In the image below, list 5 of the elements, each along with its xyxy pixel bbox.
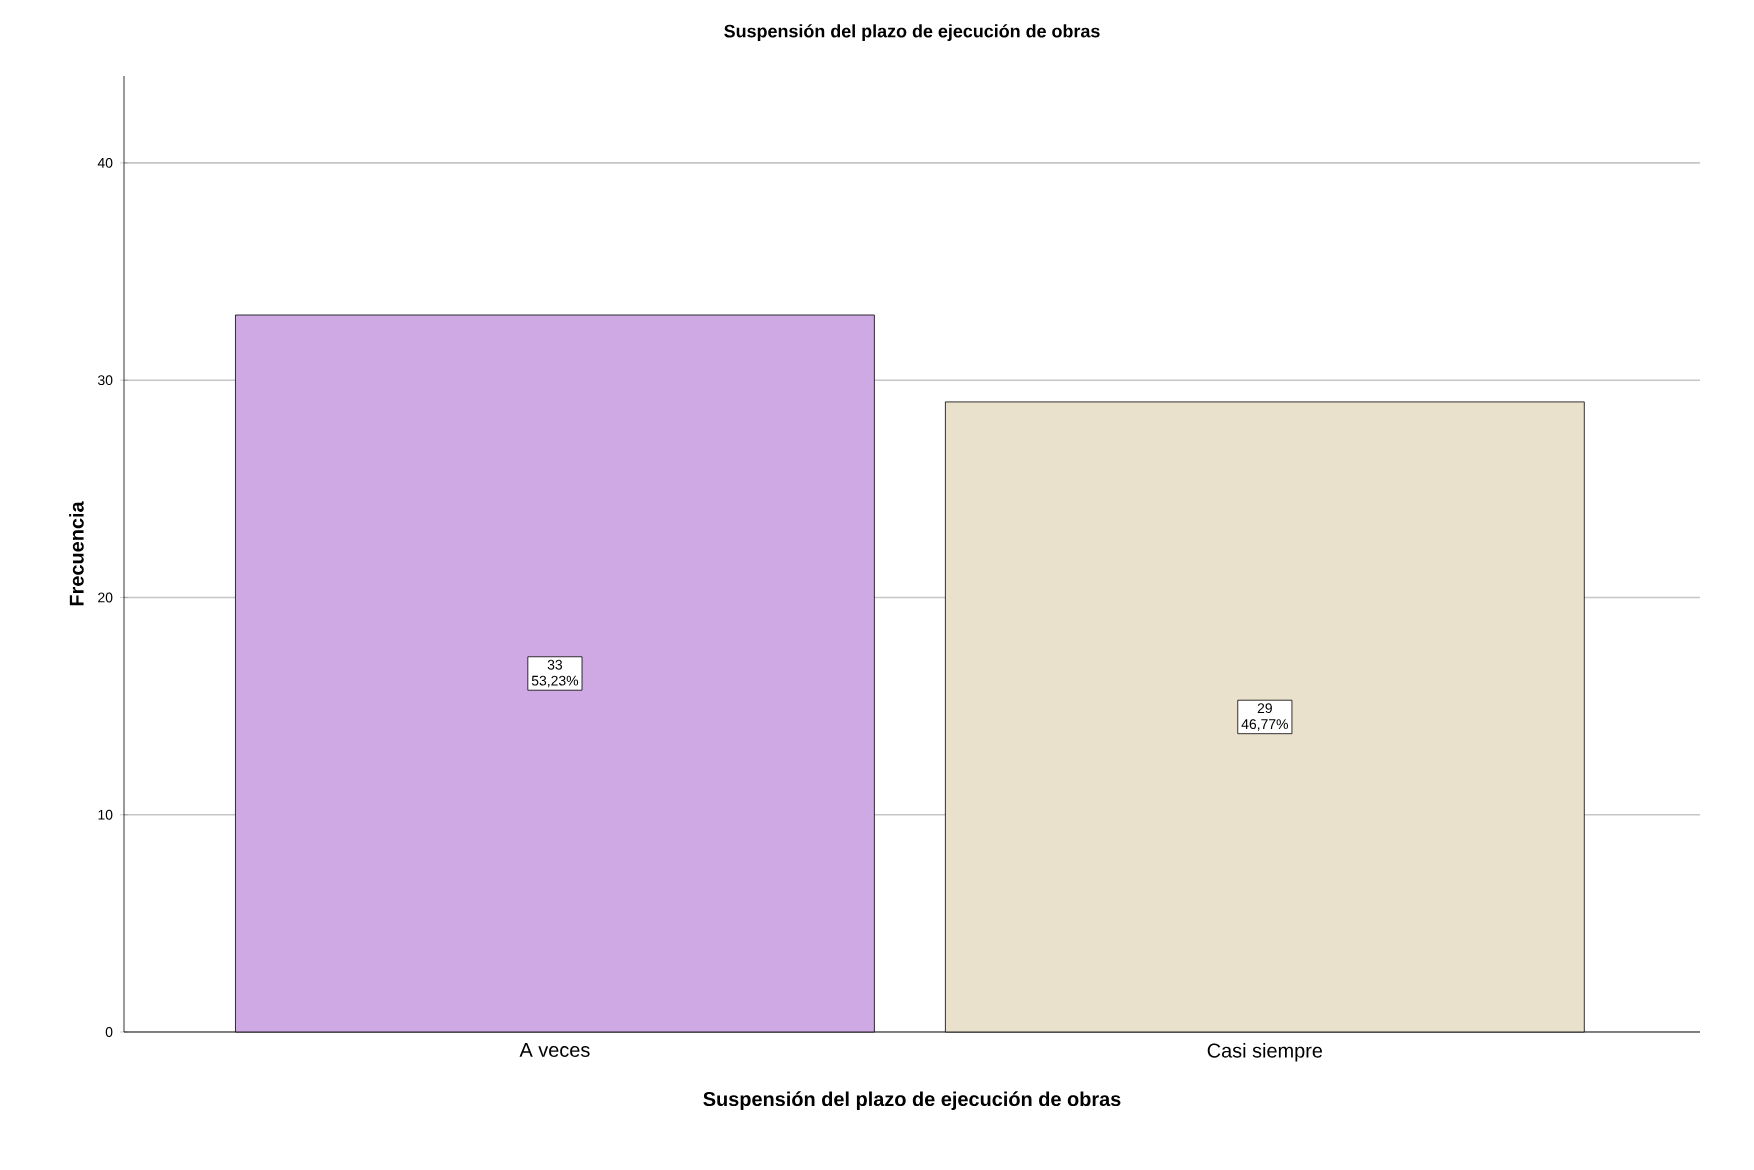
x-tick-label: Casi siempre: [1207, 1043, 1323, 1062]
chart-title: Suspensión del plazo de ejecución de obras: [724, 24, 1100, 41]
x-tick-label: A veces: [519, 1043, 590, 1057]
y-axis-title: Frecuencia: [69, 501, 84, 606]
x-axis-title: Suspensión del plazo de ejecución de obras: [703, 1091, 1121, 1111]
